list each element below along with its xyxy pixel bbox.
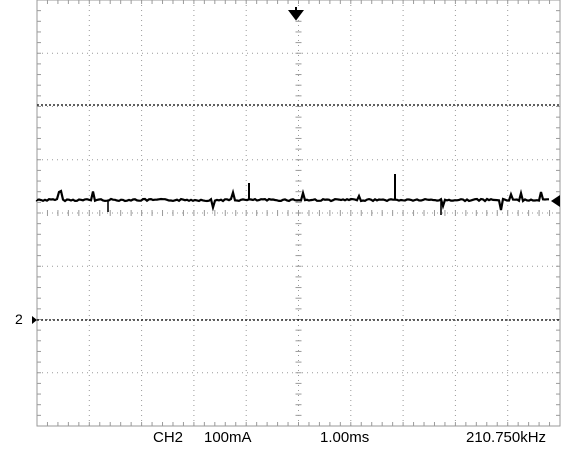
vertical-scale-label: 100mA — [204, 429, 252, 446]
channel-2-marker-label: 2 — [15, 311, 23, 327]
graticule-grid — [36, 0, 561, 427]
ch2-waveform — [35, 188, 549, 212]
channel-label: CH2 — [153, 429, 184, 446]
trigger-position-down-arrow-icon — [288, 7, 304, 21]
frequency-readout: 210.750kHz — [466, 429, 547, 446]
reference-lines — [37, 104, 560, 321]
timebase-label: 1.00ms — [320, 429, 370, 446]
ch2-marker-arrow-icon — [32, 316, 37, 324]
waveform-trace — [35, 174, 549, 215]
trigger-level-left-arrow-icon — [551, 195, 560, 207]
markers — [32, 7, 560, 324]
